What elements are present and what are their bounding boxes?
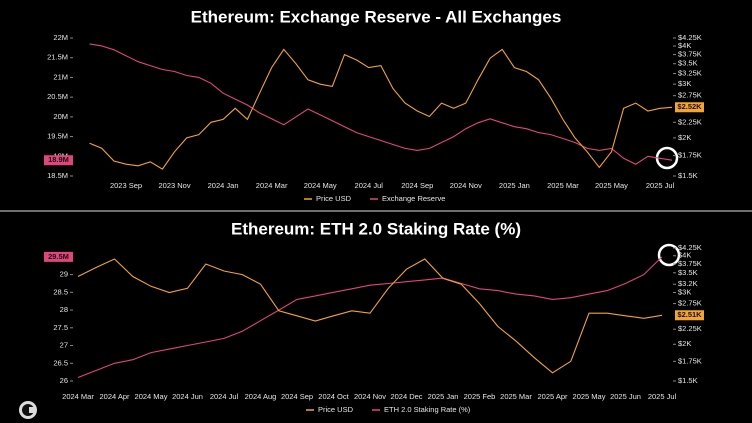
y2-tick-label: $2.75K: [678, 299, 702, 308]
x-tick-label: 2024 Sep: [281, 392, 313, 401]
logo: [19, 401, 37, 419]
x-tick-label: 2024 Mar: [62, 392, 94, 401]
y2-tick-label: $3.5K: [678, 59, 698, 68]
x-tick-label: 2025 Apr: [537, 392, 568, 401]
x-tick-label: 2025 Jan: [428, 392, 459, 401]
x-tick-label: 2024 Jun: [172, 392, 203, 401]
x-tick-label: 2025 Feb: [464, 392, 496, 401]
legend-label: Exchange Reserve: [382, 194, 445, 203]
y2-tick-label: $1.5K: [678, 171, 698, 180]
y-tick-label: 20M: [53, 112, 68, 121]
series-line: [77, 258, 663, 374]
x-tick-label: 2025 Jan: [499, 181, 530, 190]
y2-tick-label: $3.25K: [678, 69, 702, 78]
x-tick-label: 2025 May: [595, 181, 628, 190]
y2-tick-label: $4K: [678, 251, 691, 260]
value-tag: [44, 251, 73, 262]
x-tick-label: 2023 Sep: [110, 181, 142, 190]
legend-label: Price USD: [318, 405, 354, 414]
y-tick-label: 27: [60, 341, 68, 350]
x-tick-label: 2025 May: [573, 392, 606, 401]
y2-tick-label: $2.25K: [678, 324, 702, 333]
x-tick-label: 2024 May: [135, 392, 168, 401]
x-tick-label: 2025 Jul: [646, 181, 675, 190]
chart-title: Ethereum: ETH 2.0 Staking Rate (%): [231, 219, 521, 238]
x-tick-label: 2024 Dec: [390, 392, 422, 401]
y2-tick-label: $4K: [678, 41, 691, 50]
x-tick-label: 2024 Aug: [245, 392, 277, 401]
legend-label: Price USD: [316, 194, 352, 203]
x-tick-label: 2024 Apr: [99, 392, 130, 401]
y2-tick-label: $1.75K: [678, 151, 702, 160]
y-tick-label: 22M: [53, 33, 68, 42]
y2-tick-label: $2K: [678, 133, 691, 142]
legend-label: ETH 2.0 Staking Rate (%): [384, 405, 471, 414]
y2-tick-label: $3K: [678, 287, 691, 296]
y2-tick-label: $4.25K: [678, 33, 702, 42]
y2-tick-label: $4.25K: [678, 243, 702, 252]
value-label: $2.51K: [677, 310, 702, 319]
y-tick-label: 21.5M: [47, 53, 68, 62]
y-tick-label: 26.5: [53, 358, 68, 367]
series-line: [89, 48, 673, 170]
y-tick-label: 29: [60, 270, 68, 279]
y-tick-label: 27.5: [53, 323, 68, 332]
x-tick-label: 2024 Jan: [208, 181, 239, 190]
x-tick-label: 2025 Mar: [547, 181, 579, 190]
y-tick-label: 19.5M: [47, 132, 68, 141]
series-line: [89, 43, 673, 165]
y-tick-label: 28.5: [53, 287, 68, 296]
x-tick-label: 2024 Sep: [401, 181, 433, 190]
y-tick-label: 26: [60, 376, 68, 385]
value-label: 29.5M: [48, 252, 69, 261]
y2-tick-label: $3.5K: [678, 268, 698, 277]
x-tick-label: 2025 Jul: [648, 392, 677, 401]
y2-tick-label: $3K: [678, 79, 691, 88]
y2-tick-label: $1.75K: [678, 356, 702, 365]
chart-title: Ethereum: Exchange Reserve - All Exchang…: [191, 7, 562, 26]
x-tick-label: 2024 Jul: [210, 392, 239, 401]
x-tick-label: 2025 Mar: [500, 392, 532, 401]
y2-tick-label: $2.75K: [678, 91, 702, 100]
y2-tick-label: $3.75K: [678, 50, 702, 59]
x-tick-label: 2024 Jul: [355, 181, 384, 190]
highlight-circle: [657, 243, 681, 267]
x-tick-label: 2023 Nov: [158, 181, 190, 190]
y2-tick-label: $2K: [678, 339, 691, 348]
x-tick-label: 2024 Nov: [450, 181, 482, 190]
x-tick-label: 2024 Mar: [256, 181, 288, 190]
series-line: [77, 256, 663, 379]
y2-tick-label: $3.2K: [678, 279, 698, 288]
y2-tick-label: $1.5K: [678, 376, 698, 385]
y-tick-label: 20.5M: [47, 92, 68, 101]
x-tick-label: 2024 Nov: [354, 392, 386, 401]
y2-tick-label: $2.25K: [678, 117, 702, 126]
y-tick-label: 21M: [53, 72, 68, 81]
x-tick-label: 2024 Oct: [318, 392, 349, 401]
value-tag: [675, 102, 704, 113]
x-tick-label: 2025 Jun: [610, 392, 641, 401]
x-tick-label: 2024 May: [304, 181, 337, 190]
value-label: 18.9M: [48, 155, 69, 164]
y2-tick-label: $3.75K: [678, 259, 702, 268]
value-label: $2.52K: [677, 102, 702, 111]
value-tag: [675, 310, 704, 321]
y-tick-label: 18.5M: [47, 171, 68, 180]
value-tag: [44, 155, 73, 166]
y-tick-label: 28: [60, 305, 68, 314]
